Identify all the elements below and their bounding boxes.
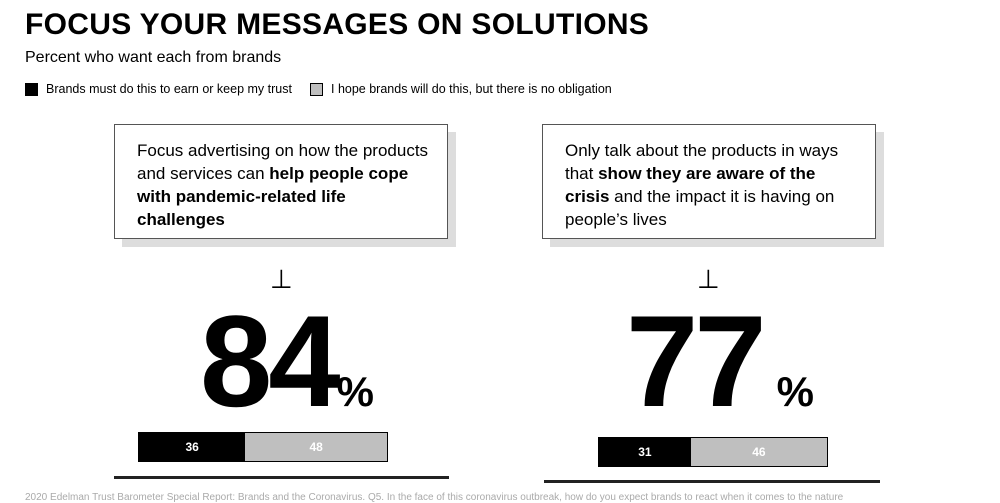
data-label: 46 bbox=[752, 445, 766, 459]
source-footnote: 2020 Edelman Trust Barometer Special Rep… bbox=[25, 492, 844, 503]
divider bbox=[544, 480, 880, 483]
total-value: 84 bbox=[200, 288, 341, 434]
legend-item-hope: I hope brands will do this, but there is… bbox=[310, 82, 612, 96]
bar-segment-must: 31 bbox=[599, 438, 691, 466]
statement-text: Only talk about the products in ways tha… bbox=[565, 141, 839, 183]
percent-sign: % bbox=[776, 368, 814, 415]
data-label: 48 bbox=[309, 440, 323, 454]
stacked-bar-1: 36 48 bbox=[138, 432, 388, 462]
bar-segment-hope: 46 bbox=[690, 438, 827, 466]
legend-label: Brands must do this to earn or keep my t… bbox=[46, 82, 292, 96]
total-84: 84% bbox=[200, 296, 374, 426]
statement-box-2: Only talk about the products in ways tha… bbox=[542, 124, 876, 239]
statement-bold: show they are aware of the crisis bbox=[565, 164, 816, 206]
stacked-bar-2: 31 46 bbox=[598, 437, 828, 467]
connector-icon: ⊥ bbox=[270, 264, 293, 294]
legend-item-must: Brands must do this to earn or keep my t… bbox=[25, 82, 292, 96]
statement-box-1: Focus advertising on how the products an… bbox=[114, 124, 448, 239]
divider bbox=[114, 476, 449, 479]
bar-segment-must: 36 bbox=[139, 433, 246, 461]
bar-segment-hope: 48 bbox=[245, 433, 387, 461]
subtitle: Percent who want each from brands bbox=[25, 49, 282, 66]
legend-swatch bbox=[25, 82, 38, 96]
statement-text-end: and the impact it is having on people’s … bbox=[565, 187, 835, 229]
page-title: FOCUS YOUR MESSAGES ON SOLUTIONS bbox=[25, 8, 650, 41]
total-77: 77% bbox=[626, 296, 814, 426]
statement-text: Focus advertising on how the products an… bbox=[137, 141, 429, 183]
percent-sign: % bbox=[336, 368, 374, 415]
legend-swatch bbox=[310, 82, 323, 96]
data-label: 31 bbox=[638, 445, 652, 459]
legend-label: I hope brands will do this, but there is… bbox=[331, 82, 612, 96]
statement-bold: help people cope with pandemic-related l… bbox=[137, 164, 409, 229]
connector-icon: ⊥ bbox=[697, 264, 720, 294]
total-value: 77 bbox=[626, 288, 767, 434]
data-label: 36 bbox=[185, 440, 199, 454]
